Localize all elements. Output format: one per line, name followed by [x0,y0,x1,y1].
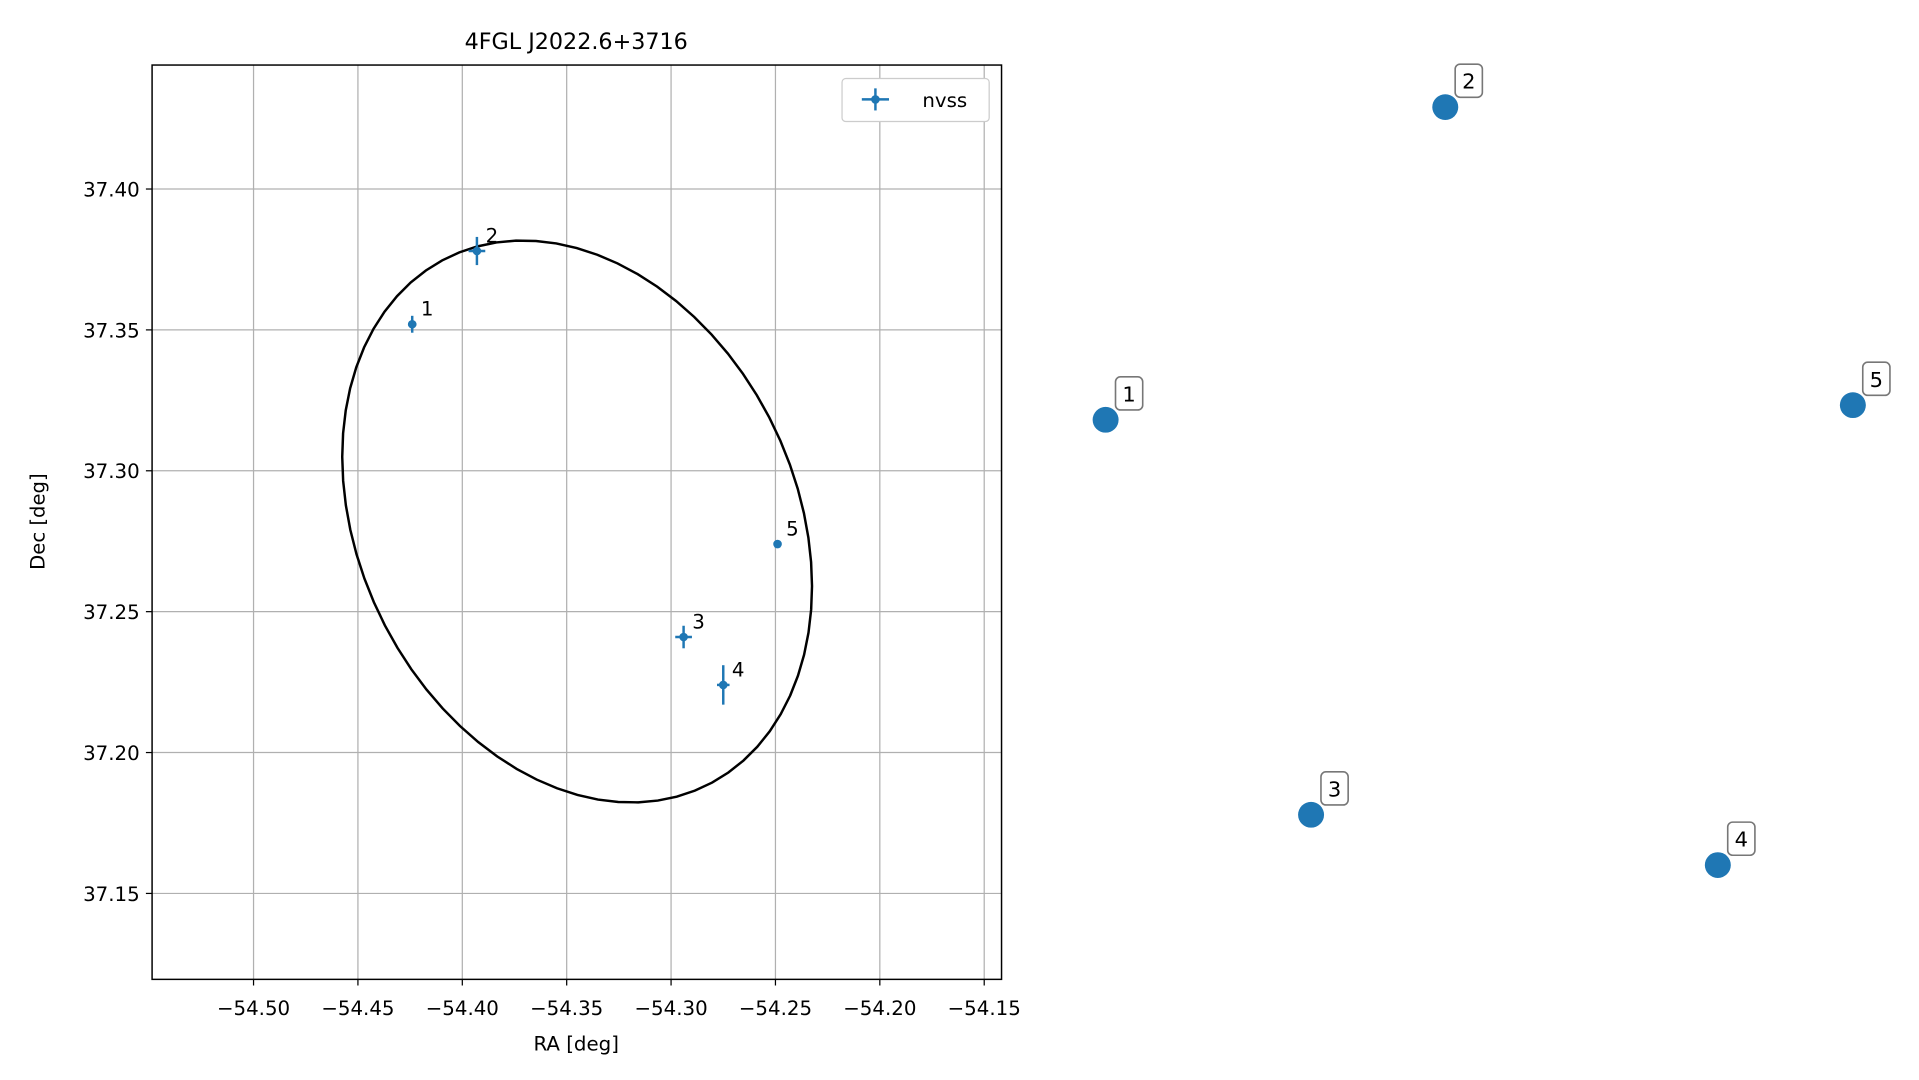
legend-box [841,77,990,123]
x-tick-label: −54.20 [843,997,916,1020]
x-tick-label: −54.40 [426,997,499,1020]
x-tick-label: −54.25 [739,997,812,1020]
legend-marker [871,95,880,104]
point [1092,406,1119,433]
x-axis-label: RA [deg] [533,1033,618,1056]
point-label: 5 [1870,368,1883,392]
x-tick-label: −54.50 [217,997,290,1020]
point-label: 2 [1462,70,1475,94]
point [407,319,417,329]
point [1704,852,1731,878]
point-label: 4 [732,658,745,681]
y-tick-label: 37.15 [83,883,140,906]
chart-title: 4FGL J2022.6+3716 [465,29,688,55]
label-box [1454,63,1484,99]
error-ellipse [340,239,814,804]
point [718,680,728,690]
point-label: 1 [1122,382,1135,406]
point-label: 2 [486,224,499,247]
point [1839,392,1866,419]
point-label: 4 [1735,828,1748,852]
label-box [1114,376,1144,411]
plot-frame [151,64,1003,981]
point [679,632,688,642]
label-box [1861,361,1891,397]
y-tick-label: 37.40 [83,178,140,201]
point-label: 5 [786,518,799,541]
y-tick-label: 37.20 [83,742,140,765]
point [1432,94,1459,120]
x-tick-label: −54.45 [321,997,394,1020]
point [472,246,482,256]
y-axis-label: Dec [deg] [26,473,49,570]
label-box [1320,771,1349,806]
y-tick-label: 37.25 [83,601,140,624]
y-tick-label: 37.30 [83,460,140,483]
label-box [1726,821,1756,857]
x-tick-label: −54.15 [948,997,1021,1020]
point [773,539,782,549]
legend-label: nvss [922,89,967,112]
point-label: 3 [1328,777,1341,801]
point-label: 3 [692,610,705,633]
point [1298,801,1325,828]
x-tick-label: −54.35 [530,997,603,1020]
y-tick-label: 37.35 [83,319,140,342]
point-label: 1 [421,298,434,321]
x-tick-label: −54.30 [634,997,707,1020]
